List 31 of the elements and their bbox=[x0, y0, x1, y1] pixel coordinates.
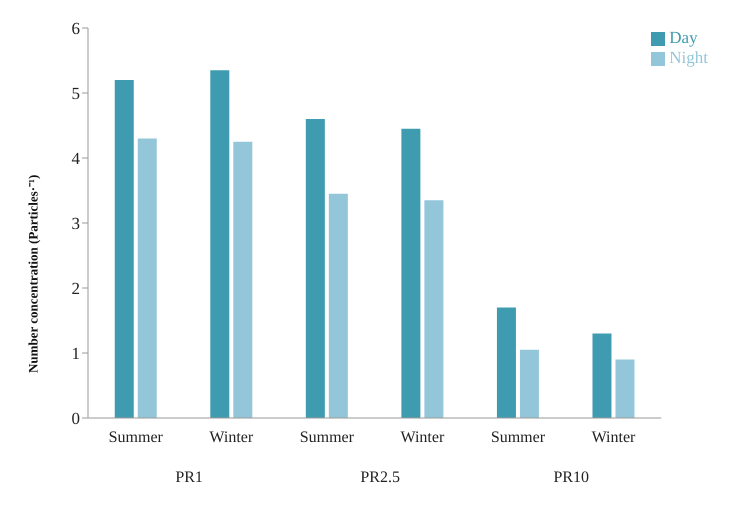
text: PR1 bbox=[175, 469, 203, 486]
bar bbox=[210, 70, 230, 418]
bar bbox=[138, 138, 157, 418]
y-tick-label: 3 bbox=[72, 214, 80, 234]
legend-label: Night bbox=[669, 48, 708, 67]
bar bbox=[233, 142, 252, 418]
x-tick-label: Winter bbox=[209, 429, 254, 446]
legend-label: Day bbox=[669, 28, 698, 47]
bar bbox=[328, 194, 348, 418]
y-axis-title: Number concentration (Particles·⁻¹) bbox=[26, 174, 41, 373]
y-tick-label: 0 bbox=[72, 409, 80, 428]
text: PR10 bbox=[553, 469, 590, 486]
bar bbox=[592, 334, 612, 418]
y-tick-label: 4 bbox=[72, 149, 80, 168]
x-tick-label: Summer bbox=[108, 429, 164, 446]
x-tick-label: Summer bbox=[300, 429, 355, 446]
bar bbox=[520, 350, 539, 418]
x-tick-label: Summer bbox=[490, 429, 546, 446]
bar bbox=[306, 119, 325, 418]
y-tick-label: 2 bbox=[72, 279, 80, 298]
bar bbox=[401, 128, 420, 418]
y-tick-label: 5 bbox=[72, 84, 80, 104]
y-tick-label: 1 bbox=[72, 344, 80, 364]
x-tick-label: Winter bbox=[592, 429, 636, 446]
y-tick-label: 6 bbox=[72, 19, 80, 38]
bar bbox=[424, 200, 444, 418]
x-tick-label: Winter bbox=[400, 429, 445, 446]
bar bbox=[114, 80, 134, 418]
text: PR2.5 bbox=[360, 469, 400, 486]
bar bbox=[496, 308, 516, 418]
bar bbox=[615, 360, 634, 418]
